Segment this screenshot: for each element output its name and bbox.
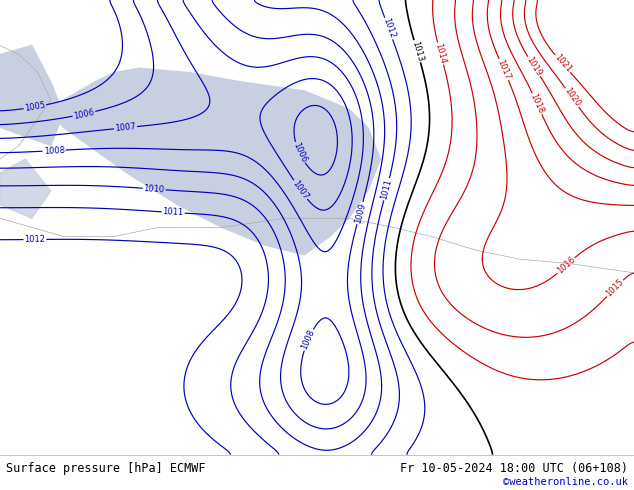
Text: 1011: 1011 bbox=[162, 207, 184, 218]
Text: Fr 10-05-2024 18:00 UTC (06+108): Fr 10-05-2024 18:00 UTC (06+108) bbox=[399, 463, 628, 475]
Text: 1012: 1012 bbox=[25, 235, 46, 244]
Text: 1012: 1012 bbox=[381, 17, 396, 40]
Polygon shape bbox=[0, 46, 63, 146]
Text: 1021: 1021 bbox=[552, 53, 573, 74]
Text: Surface pressure [hPa] ECMWF: Surface pressure [hPa] ECMWF bbox=[6, 463, 206, 475]
Text: 1018: 1018 bbox=[529, 92, 545, 115]
Text: 1008: 1008 bbox=[300, 328, 316, 351]
Text: 1005: 1005 bbox=[24, 100, 46, 113]
Polygon shape bbox=[0, 159, 51, 218]
Text: 1020: 1020 bbox=[562, 86, 582, 109]
Polygon shape bbox=[51, 68, 380, 255]
Text: 1011: 1011 bbox=[380, 178, 394, 200]
Text: 1009: 1009 bbox=[353, 202, 367, 224]
Text: ©weatheronline.co.uk: ©weatheronline.co.uk bbox=[503, 477, 628, 487]
Text: 1006: 1006 bbox=[73, 107, 95, 121]
Text: 1006: 1006 bbox=[291, 141, 308, 164]
Text: 1008: 1008 bbox=[43, 146, 65, 156]
Text: 1007: 1007 bbox=[115, 122, 136, 133]
Text: 1007: 1007 bbox=[290, 178, 310, 201]
Text: 1013: 1013 bbox=[410, 40, 425, 63]
Text: 1010: 1010 bbox=[143, 184, 165, 194]
Text: 1015: 1015 bbox=[604, 278, 626, 299]
Text: 1019: 1019 bbox=[524, 55, 543, 78]
Text: 1014: 1014 bbox=[434, 42, 448, 65]
Text: 1017: 1017 bbox=[495, 58, 512, 81]
Polygon shape bbox=[279, 109, 330, 146]
Text: 1016: 1016 bbox=[555, 255, 577, 276]
